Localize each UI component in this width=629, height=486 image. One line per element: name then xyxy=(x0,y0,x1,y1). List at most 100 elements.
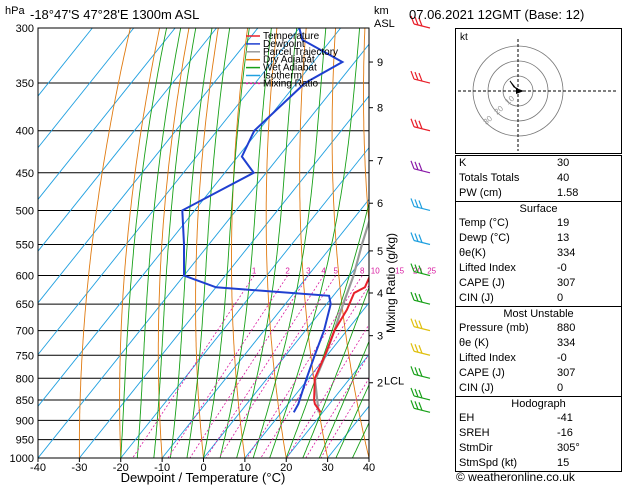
wind-barb-flag xyxy=(414,161,419,171)
mixing-ratio-label: 3 xyxy=(306,267,311,276)
wind-barb-flag xyxy=(418,120,423,129)
pressure-tick-label: 950 xyxy=(16,435,34,447)
wind-barb-flag xyxy=(414,401,419,410)
pressure-tick-label: 750 xyxy=(16,350,34,362)
index-label: Lifted Index xyxy=(459,352,516,364)
index-value: 19 xyxy=(557,217,570,229)
wind-barb-flag xyxy=(418,234,423,243)
wet-adiabat-line xyxy=(252,28,327,458)
index-value: 15 xyxy=(557,457,570,469)
height-km-tick-label: 7 xyxy=(377,156,383,168)
wind-barb-flag xyxy=(410,318,415,327)
index-label: CAPE (J) xyxy=(459,367,505,379)
temperature-tick-label: 30 xyxy=(322,462,334,474)
index-row: θe(K) 334 xyxy=(456,246,621,261)
mixing-ratio-line xyxy=(167,275,288,458)
temperature-line xyxy=(313,275,369,413)
mixing-ratio-label: 25 xyxy=(427,267,436,276)
wet-adiabat-line xyxy=(219,28,272,458)
mixing-ratio-line xyxy=(218,275,337,458)
legend-label: Dry Adiabat xyxy=(263,55,315,66)
legend-label: Dewpoint xyxy=(263,39,305,50)
height-km-tick-label: 6 xyxy=(377,198,383,210)
pressure-tick-label: 850 xyxy=(16,395,34,407)
temperature-tick-label: 10 xyxy=(239,462,251,474)
mixing-ratio-line xyxy=(189,275,309,458)
index-value: -16 xyxy=(557,427,573,439)
index-row: K 30 xyxy=(456,156,621,171)
index-row: Lifted Index -0 xyxy=(456,261,621,276)
temperature-tick-label: -40 xyxy=(30,462,46,474)
isotherm-line xyxy=(38,28,135,149)
dry-adiabat-line xyxy=(331,28,369,458)
index-row: SREH -16 xyxy=(456,426,621,441)
index-value: -0 xyxy=(557,262,567,274)
index-row: CIN (J) 0 xyxy=(456,291,621,306)
isotherm-line xyxy=(161,198,369,458)
temperature-tick-label: 0 xyxy=(200,462,206,474)
wet-adiabat-line xyxy=(136,28,182,458)
index-value: 334 xyxy=(557,337,576,349)
wind-barb-flag xyxy=(418,293,423,303)
dry-adiabat-line xyxy=(119,28,161,458)
dry-adiabat-line xyxy=(195,28,219,458)
wind-barb-flag xyxy=(410,198,415,207)
pressure-tick-label: 450 xyxy=(16,168,34,180)
mixing-ratio-label: 4 xyxy=(321,267,326,276)
wind-barb-flag xyxy=(410,118,415,127)
wind-barb-flag xyxy=(414,199,419,208)
mixing-ratio-label: 10 xyxy=(371,267,380,276)
pressure-tick-label: 550 xyxy=(16,239,34,251)
wind-barb-flag xyxy=(414,388,419,398)
hodograph-panel: kt 10 20 30 xyxy=(455,28,622,154)
wet-adiabat-line xyxy=(203,28,250,458)
height-km-tick-label: 9 xyxy=(377,57,383,69)
plot-frame xyxy=(37,27,370,459)
wind-barb-flag xyxy=(418,345,423,354)
temperature-tick-label: 40 xyxy=(363,462,375,474)
index-value: 40 xyxy=(557,172,570,184)
wet-adiabat-line xyxy=(120,28,168,458)
index-value: 334 xyxy=(557,247,576,259)
mixing-ratio-line xyxy=(246,275,363,458)
index-value: 30 xyxy=(557,157,570,169)
mixing-ratio-line xyxy=(286,323,369,458)
index-value: 307 xyxy=(557,277,576,289)
height-km-tick-label: 8 xyxy=(377,103,383,115)
isotherm-line xyxy=(38,43,369,458)
wind-barb-flag xyxy=(410,15,415,25)
temperature-tick-label: -10 xyxy=(154,462,170,474)
isotherm-line xyxy=(38,28,176,201)
wind-barb-flag xyxy=(418,368,423,377)
index-row: CIN (J) 0 xyxy=(456,381,621,396)
wet-adiabat-line xyxy=(186,28,231,458)
wet-adiabat-line xyxy=(153,28,197,458)
pressure-tick-label: 650 xyxy=(16,299,34,311)
mixing-ratio-label: 1 xyxy=(252,267,257,276)
wind-barb-flag xyxy=(414,367,419,376)
index-value: 0 xyxy=(557,292,564,304)
dry-adiabat-line xyxy=(157,28,190,458)
wind-barb-flag xyxy=(410,160,415,170)
hodograph-ring-label: 30 xyxy=(482,114,495,127)
temperature-tick-label: -30 xyxy=(71,462,87,474)
height-km-tick-label: 5 xyxy=(377,246,383,258)
wind-barb-flag xyxy=(418,162,423,172)
surface-title: Surface xyxy=(519,203,558,215)
index-label: CIN (J) xyxy=(459,292,494,304)
wind-barb-flag xyxy=(410,387,415,397)
wind-barb-flag xyxy=(410,366,415,375)
legend-label: Temperature xyxy=(263,31,320,42)
mixing-ratio-line xyxy=(132,275,255,458)
isotherm-line xyxy=(38,28,217,252)
mixing-ratio-axis-label: Mixing Ratio (g/kg) xyxy=(384,233,398,333)
pressure-tick-label: 700 xyxy=(16,326,34,338)
wind-barb-flag xyxy=(414,319,419,328)
mixing-ratio-line xyxy=(305,353,369,458)
index-value: -41 xyxy=(557,412,573,424)
isotherm-line xyxy=(203,250,369,458)
index-label: K xyxy=(459,157,467,169)
wind-barb-flag xyxy=(418,17,423,27)
mixing-ratio-line xyxy=(260,284,369,458)
